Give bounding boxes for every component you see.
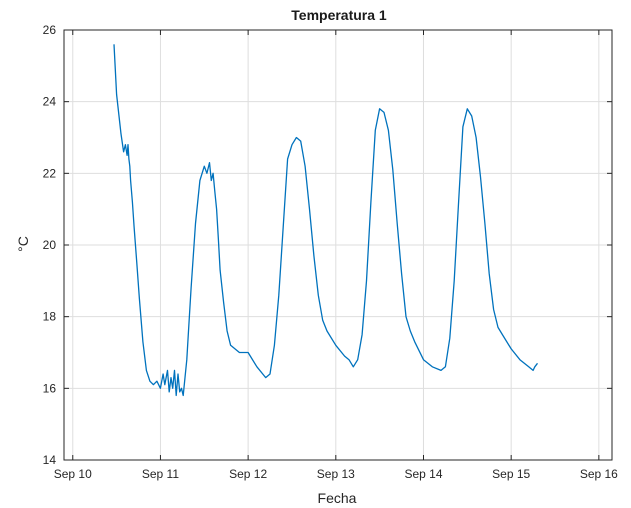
x-tick-label: Sep 16 [580,467,618,481]
y-tick-label: 16 [43,381,57,395]
y-tick-label: 14 [43,453,57,467]
x-tick-label: Sep 14 [404,467,442,481]
x-axis-label: Fecha [318,490,357,506]
y-tick-label: 22 [43,166,57,180]
series-layer [113,44,539,397]
y-axis-label: °C [15,236,31,252]
x-tick-label: Sep 13 [317,467,355,481]
x-tick-label: Sep 10 [54,467,92,481]
y-tick-label: 24 [43,95,57,109]
x-tick-label: Sep 15 [492,467,530,481]
y-tick-label: 18 [43,310,57,324]
x-tick-label: Sep 12 [229,467,267,481]
ticks-layer: Sep 10 Sep 11 Sep 12 Sep 13 Sep 14 Sep 15 Sep … [43,23,619,481]
x-tick-label: Sep 11 [142,467,179,481]
y-tick-label: 26 [43,23,57,37]
chart-title: Temperatura 1 [291,7,387,23]
temperature-series-line [113,44,539,397]
y-tick-label: 20 [43,238,57,252]
